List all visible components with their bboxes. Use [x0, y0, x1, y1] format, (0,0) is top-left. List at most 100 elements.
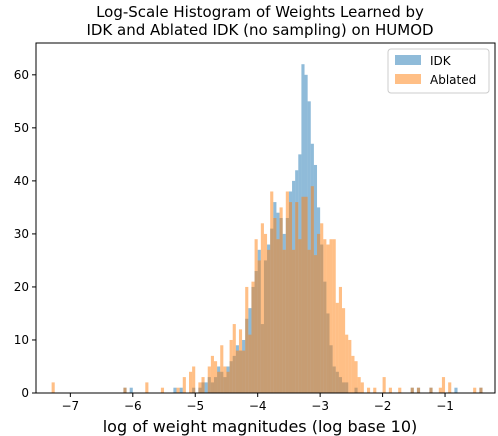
bar-ablated-23 [248, 334, 252, 393]
y-tick-label: 20 [14, 280, 29, 294]
bar-ablated-47 [323, 239, 327, 393]
bar-ablated-3 [160, 387, 165, 393]
bar-ablated-18 [232, 324, 236, 393]
bar-idk-57 [454, 387, 458, 393]
bar-ablated-4 [176, 387, 180, 393]
legend-swatch-ablated [395, 74, 421, 84]
bar-ablated-51 [335, 302, 339, 393]
y-tick-label: 10 [14, 333, 29, 347]
bar-ablated-26 [257, 260, 261, 393]
bar-ablated-33 [279, 207, 283, 393]
histogram-bars [51, 64, 483, 394]
bar-ablated-35 [285, 191, 289, 393]
bar-ablated-63 [388, 387, 392, 393]
x-tick-label: −5 [186, 399, 204, 413]
x-tick-label: −6 [124, 399, 142, 413]
bar-ablated-46 [320, 223, 324, 393]
bar-ablated-15 [223, 366, 227, 393]
bar-ablated-2 [145, 382, 149, 393]
bar-ablated-45 [317, 233, 321, 393]
bar-ablated-27 [260, 223, 264, 393]
y-tick-label: 60 [14, 68, 29, 82]
bar-ablated-66 [416, 387, 421, 393]
bar-ablated-60 [366, 387, 371, 393]
bar-idk-1 [129, 387, 133, 393]
x-tick-label: −1 [436, 399, 454, 413]
bar-ablated-68 [438, 387, 442, 393]
bar-ablated-29 [267, 249, 271, 393]
bar-ablated-36 [288, 202, 293, 393]
bar-ablated-5 [182, 377, 186, 393]
bar-ablated-56 [351, 355, 355, 393]
legend-label-idk: IDK [430, 54, 452, 68]
bar-ablated-72 [479, 387, 483, 393]
y-tick-label: 0 [21, 386, 29, 400]
bar-ablated-22 [245, 286, 249, 393]
bar-ablated-9 [201, 377, 205, 393]
bar-ablated-49 [329, 239, 333, 393]
x-tick-label: −2 [374, 399, 392, 413]
bar-ablated-50 [332, 239, 336, 393]
x-axis-label: log of weight magnitudes (log base 10) [103, 417, 418, 436]
bar-ablated-54 [345, 334, 349, 393]
bar-ablated-62 [382, 377, 386, 393]
bar-idk-3 [179, 387, 183, 393]
bar-ablated-8 [198, 382, 202, 393]
bar-ablated-6 [189, 371, 193, 393]
bar-ablated-19 [235, 350, 239, 393]
bar-ablated-58 [357, 377, 361, 393]
bar-ablated-43 [310, 186, 314, 393]
bar-ablated-59 [360, 382, 364, 393]
bar-ablated-10 [207, 366, 211, 393]
y-axis-ticks: 0 10 20 30 40 50 60 [14, 68, 36, 400]
bar-ablated-20 [238, 329, 243, 393]
bar-ablated-37 [292, 249, 296, 393]
bar-ablated-67 [429, 387, 433, 393]
chart-title-line-1: Log-Scale Histogram of Weights Learned b… [96, 3, 424, 21]
bar-ablated-38 [295, 202, 299, 393]
bar-ablated-61 [373, 387, 377, 393]
bar-ablated-11 [210, 355, 214, 393]
x-tick-label: −4 [249, 399, 267, 413]
bar-ablated-21 [242, 350, 246, 393]
bar-ablated-52 [338, 286, 342, 393]
bar-ablated-69 [441, 377, 446, 393]
bar-ablated-16 [226, 371, 230, 393]
bar-ablated-31 [273, 218, 277, 393]
bar-ablated-39 [298, 239, 302, 393]
bar-ablated-14 [220, 345, 224, 393]
bar-ablated-48 [326, 244, 330, 393]
legend: IDK Ablated [387, 48, 490, 94]
bar-ablated-24 [251, 281, 255, 393]
bar-ablated-13 [217, 371, 221, 393]
bar-ablated-32 [276, 239, 280, 393]
bar-ablated-64 [398, 387, 402, 393]
bar-ablated-17 [229, 339, 233, 393]
chart-title-line-2: IDK and Ablated IDK (no sampling) on HUM… [86, 21, 433, 39]
bar-ablated-30 [270, 191, 274, 393]
x-tick-label: −3 [311, 399, 329, 413]
bar-ablated-12 [213, 361, 218, 393]
legend-label-ablated: Ablated [430, 73, 476, 87]
bar-idk-7 [204, 382, 208, 393]
legend-swatch-idk [395, 55, 421, 65]
x-axis-ticks: −7 −6 −5 −4 −3 −2 −1 [61, 393, 454, 413]
bar-ablated-7 [192, 366, 196, 393]
bar-ablated-41 [304, 196, 308, 393]
bar-ablated-55 [348, 339, 352, 393]
y-tick-label: 30 [14, 227, 29, 241]
y-tick-label: 40 [14, 174, 29, 188]
bar-ablated-53 [342, 308, 346, 393]
bar-idk-2 [173, 387, 177, 393]
bar-ablated-25 [254, 239, 258, 393]
bar-idk-40 [307, 101, 311, 393]
bar-ablated-34 [282, 249, 286, 393]
bar-ablated-70 [448, 382, 452, 393]
bar-ablated-71 [473, 387, 477, 393]
bar-ablated-40 [301, 196, 305, 393]
bar-ablated-0 [51, 382, 55, 393]
bar-ablated-44 [313, 255, 318, 393]
bar-ablated-42 [307, 249, 311, 393]
bar-ablated-28 [263, 233, 268, 393]
